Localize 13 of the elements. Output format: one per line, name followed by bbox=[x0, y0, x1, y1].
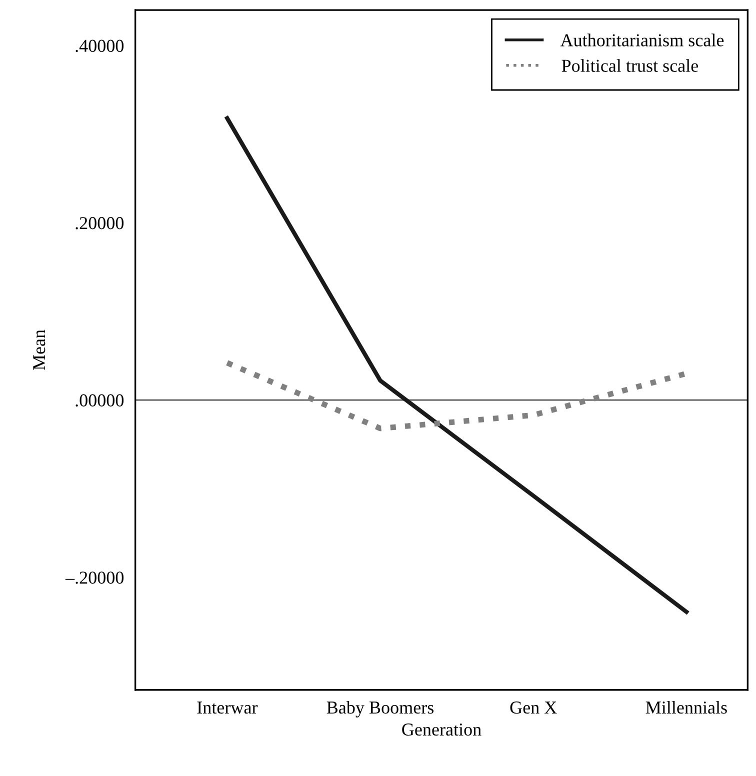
x-tick-label: Baby Boomers bbox=[326, 700, 434, 718]
y-tick-label: .20000 bbox=[76, 217, 124, 230]
y-tick-label: –.20000 bbox=[65, 572, 124, 584]
x-tick-label: Gen X bbox=[510, 702, 557, 714]
y-tick-label: .40000 bbox=[76, 40, 124, 52]
y-tick-label: .00000 bbox=[76, 394, 124, 407]
y-axis-title: Mean bbox=[33, 330, 46, 370]
line-series bbox=[225, 116, 689, 614]
x-tick-label: Interwar bbox=[197, 702, 258, 714]
legend-label: Political trust scale bbox=[562, 59, 698, 72]
x-tick-label: Millennials bbox=[646, 700, 727, 714]
legend-label: Authoritarianism scale bbox=[560, 34, 724, 46]
x-axis-title: Generation bbox=[402, 724, 482, 736]
